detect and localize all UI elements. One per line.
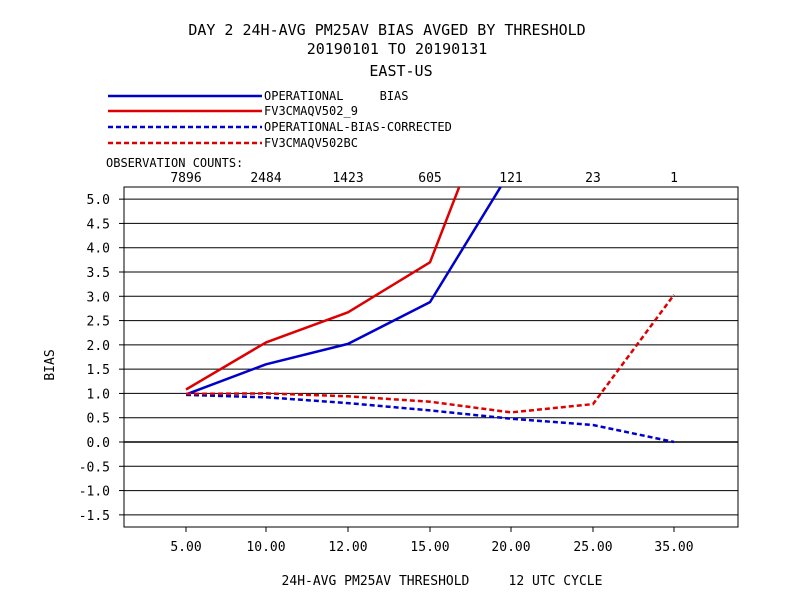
series-line-2 bbox=[185, 187, 461, 391]
x-tick-label: 35.00 bbox=[654, 540, 693, 555]
observation-count: 2484 bbox=[250, 171, 281, 186]
series-line-1 bbox=[185, 187, 503, 396]
legend-label: FV3CMAQV502BC bbox=[264, 136, 358, 150]
observation-counts: 7896 2484 1423 605 121 23 1 bbox=[170, 171, 678, 186]
y-tick-label: 2.5 bbox=[87, 315, 110, 330]
observation-counts-label: OBSERVATION COUNTS: bbox=[106, 156, 243, 170]
series-lines bbox=[185, 187, 676, 444]
x-axis-ticks: 5.00 10.00 12.00 15.00 20.00 25.00 35.00 bbox=[170, 527, 694, 555]
observation-count: 1 bbox=[670, 171, 678, 186]
y-axis-label: BIAS bbox=[43, 349, 58, 380]
observation-count: 1423 bbox=[332, 171, 363, 186]
x-tick-label: 15.00 bbox=[410, 540, 449, 555]
x-tick-label: 12.00 bbox=[328, 540, 367, 555]
x-tick-label: 5.00 bbox=[170, 540, 201, 555]
legend-label: OPERATIONAL BIAS bbox=[264, 89, 409, 103]
y-tick-label: -1.5 bbox=[79, 509, 110, 524]
x-axis-label: 24H-AVG PM25AV THRESHOLD 12 UTC CYCLE bbox=[282, 574, 603, 589]
x-tick-label: 20.00 bbox=[491, 540, 530, 555]
observation-count: 605 bbox=[418, 171, 441, 186]
observation-count: 7896 bbox=[170, 171, 201, 186]
y-tick-label: 3.0 bbox=[87, 290, 110, 305]
y-tick-label: 3.5 bbox=[87, 266, 110, 281]
series-line-3 bbox=[185, 393, 675, 444]
chart-title-line-2: 20190101 TO 20190131 bbox=[307, 40, 488, 58]
y-axis-ticks: -1.5 -1.0 -0.5 0.0 0.5 1.0 1.5 2.0 2.5 3.0 3.5 4.0 4… bbox=[79, 193, 124, 524]
y-tick-label: 2.0 bbox=[87, 339, 110, 354]
observation-count: 121 bbox=[499, 171, 522, 186]
legend-label: OPERATIONAL-BIAS-CORRECTED bbox=[264, 120, 452, 134]
y-tick-label: -0.5 bbox=[79, 460, 110, 475]
y-tick-label: 1.0 bbox=[87, 387, 110, 402]
plot-frame bbox=[123, 186, 739, 528]
x-tick-label: 10.00 bbox=[246, 540, 285, 555]
y-tick-label: 4.0 bbox=[87, 242, 110, 257]
y-tick-label: 1.5 bbox=[87, 363, 110, 378]
y-tick-label: -1.0 bbox=[79, 485, 110, 500]
y-tick-label: 5.0 bbox=[87, 193, 110, 208]
legend-label: FV3CMAQV502_9 bbox=[264, 104, 358, 118]
observation-count: 23 bbox=[585, 171, 601, 186]
grid-lines bbox=[124, 198, 738, 516]
x-tick-label: 25.00 bbox=[573, 540, 612, 555]
chart-title-line-3: EAST-US bbox=[369, 62, 432, 80]
series-line-4 bbox=[185, 294, 676, 414]
y-tick-label: 4.5 bbox=[87, 217, 110, 232]
chart-title-line-1: DAY 2 24H-AVG PM25AV BIAS AVGED BY THRES… bbox=[188, 21, 585, 39]
y-tick-label: 0.0 bbox=[87, 436, 110, 451]
y-tick-label: 0.5 bbox=[87, 412, 110, 427]
